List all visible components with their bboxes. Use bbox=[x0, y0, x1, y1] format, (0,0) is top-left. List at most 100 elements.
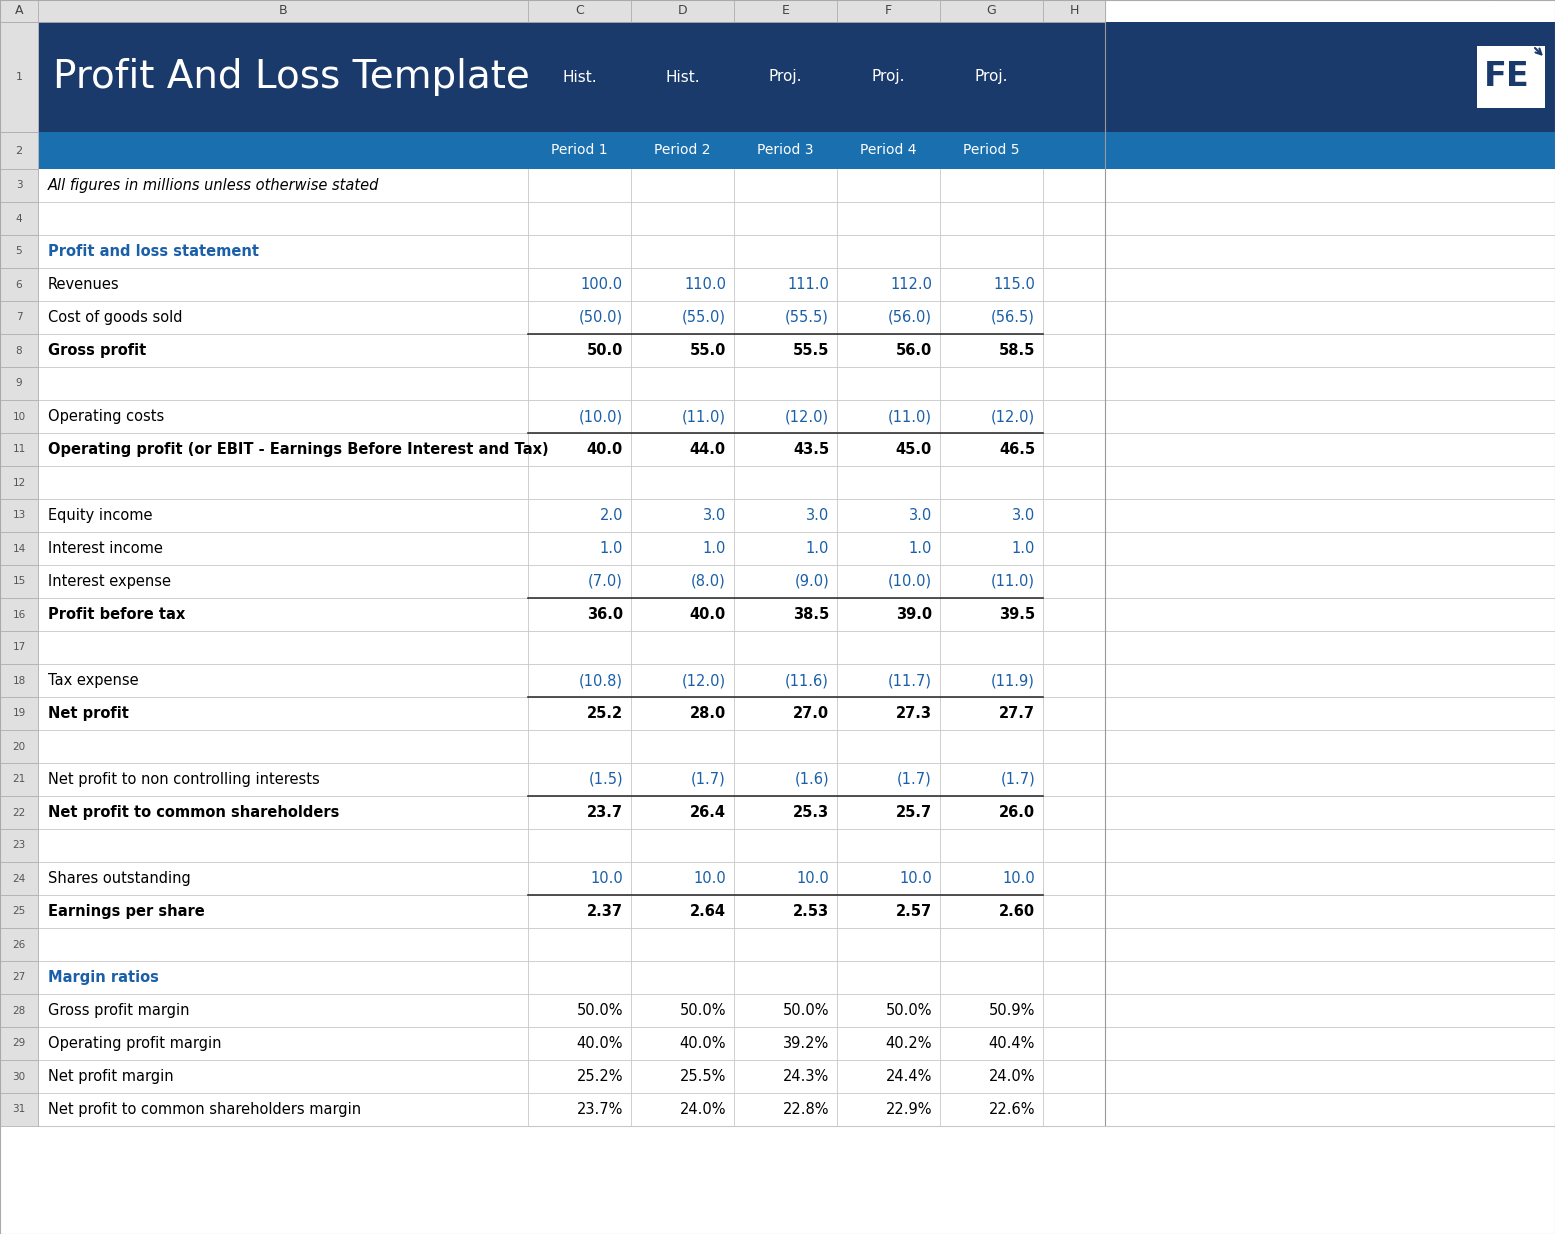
Bar bbox=[0, 22, 37, 132]
Bar bbox=[837, 0, 941, 22]
Text: (55.0): (55.0) bbox=[683, 310, 726, 325]
Text: FE: FE bbox=[1483, 60, 1530, 94]
Text: E: E bbox=[782, 5, 790, 17]
Bar bbox=[37, 301, 1555, 334]
Text: 15: 15 bbox=[12, 576, 25, 586]
Text: B: B bbox=[278, 5, 288, 17]
Bar bbox=[0, 895, 37, 928]
Text: 27.7: 27.7 bbox=[998, 706, 1036, 721]
Text: 40.4%: 40.4% bbox=[989, 1037, 1036, 1051]
Text: 25.2: 25.2 bbox=[586, 706, 624, 721]
Bar bbox=[37, 1093, 1555, 1125]
Text: Period 5: Period 5 bbox=[963, 143, 1020, 158]
Bar bbox=[734, 0, 837, 22]
Text: Operating profit (or EBIT - Earnings Before Interest and Tax): Operating profit (or EBIT - Earnings Bef… bbox=[48, 442, 549, 457]
Text: 39.2%: 39.2% bbox=[782, 1037, 829, 1051]
Text: (50.0): (50.0) bbox=[578, 310, 624, 325]
Bar bbox=[0, 565, 37, 598]
Bar bbox=[37, 796, 1555, 829]
Text: 27.0: 27.0 bbox=[793, 706, 829, 721]
Bar bbox=[0, 532, 37, 565]
Text: Interest expense: Interest expense bbox=[48, 574, 171, 589]
Bar bbox=[37, 268, 1555, 301]
Text: Proj.: Proj. bbox=[975, 69, 1008, 84]
Bar bbox=[37, 731, 1555, 763]
Text: 25: 25 bbox=[12, 907, 25, 917]
Text: 4: 4 bbox=[16, 213, 22, 223]
Text: 13: 13 bbox=[12, 511, 25, 521]
Text: 1.0: 1.0 bbox=[1012, 540, 1036, 557]
Text: Cost of goods sold: Cost of goods sold bbox=[48, 310, 182, 325]
Text: 24.4%: 24.4% bbox=[886, 1069, 931, 1083]
Text: 1.0: 1.0 bbox=[703, 540, 726, 557]
Text: Period 1: Period 1 bbox=[550, 143, 608, 158]
Text: Net profit margin: Net profit margin bbox=[48, 1069, 174, 1083]
Text: 50.0%: 50.0% bbox=[885, 1003, 931, 1018]
Text: 27.3: 27.3 bbox=[896, 706, 931, 721]
Text: 25.5%: 25.5% bbox=[680, 1069, 726, 1083]
Text: (56.0): (56.0) bbox=[888, 310, 931, 325]
Bar bbox=[37, 895, 1555, 928]
Text: Proj.: Proj. bbox=[872, 69, 905, 84]
Text: 100.0: 100.0 bbox=[582, 276, 624, 292]
Text: Hist.: Hist. bbox=[563, 69, 597, 84]
Text: 24: 24 bbox=[12, 874, 25, 884]
Text: Hist.: Hist. bbox=[666, 69, 700, 84]
Text: Net profit to common shareholders margin: Net profit to common shareholders margin bbox=[48, 1102, 361, 1117]
Text: Shares outstanding: Shares outstanding bbox=[48, 871, 191, 886]
Text: Net profit to non controlling interests: Net profit to non controlling interests bbox=[48, 772, 320, 787]
Text: (11.7): (11.7) bbox=[888, 673, 931, 689]
Text: 112.0: 112.0 bbox=[889, 276, 931, 292]
Text: (12.0): (12.0) bbox=[991, 408, 1036, 424]
Text: 20: 20 bbox=[12, 742, 25, 752]
Bar bbox=[37, 565, 1555, 598]
Text: Revenues: Revenues bbox=[48, 276, 120, 292]
Bar bbox=[37, 532, 1555, 565]
Text: 10.0: 10.0 bbox=[591, 871, 624, 886]
Bar bbox=[0, 697, 37, 731]
Text: 50.0%: 50.0% bbox=[680, 1003, 726, 1018]
Bar bbox=[0, 268, 37, 301]
Text: 25.3: 25.3 bbox=[793, 805, 829, 821]
Text: (10.8): (10.8) bbox=[578, 673, 624, 689]
Bar bbox=[0, 829, 37, 863]
Text: 14: 14 bbox=[12, 543, 25, 554]
Text: (7.0): (7.0) bbox=[588, 574, 624, 589]
Text: 50.0%: 50.0% bbox=[782, 1003, 829, 1018]
Bar bbox=[37, 433, 1555, 466]
Bar bbox=[0, 366, 37, 400]
Text: (56.5): (56.5) bbox=[991, 310, 1036, 325]
Text: Interest income: Interest income bbox=[48, 540, 163, 557]
Text: 55.5: 55.5 bbox=[793, 343, 829, 358]
Text: 22: 22 bbox=[12, 807, 25, 817]
Text: 3: 3 bbox=[16, 180, 22, 190]
Text: 5: 5 bbox=[16, 247, 22, 257]
Text: 40.0%: 40.0% bbox=[577, 1037, 624, 1051]
Bar bbox=[0, 334, 37, 366]
Text: 1.0: 1.0 bbox=[908, 540, 931, 557]
Text: 2.60: 2.60 bbox=[998, 905, 1036, 919]
Bar bbox=[37, 1027, 1555, 1060]
Bar bbox=[37, 499, 1555, 532]
Text: (10.0): (10.0) bbox=[888, 574, 931, 589]
Text: 26.4: 26.4 bbox=[690, 805, 726, 821]
Text: 10.0: 10.0 bbox=[899, 871, 931, 886]
Bar bbox=[37, 961, 1555, 995]
Bar bbox=[37, 928, 1555, 961]
Text: 50.0: 50.0 bbox=[586, 343, 624, 358]
Text: 10.0: 10.0 bbox=[694, 871, 726, 886]
Text: Operating profit margin: Operating profit margin bbox=[48, 1037, 221, 1051]
Bar bbox=[0, 598, 37, 631]
Bar bbox=[0, 499, 37, 532]
Bar bbox=[37, 697, 1555, 731]
Text: Period 3: Period 3 bbox=[757, 143, 813, 158]
Bar bbox=[0, 202, 37, 234]
Bar bbox=[0, 961, 37, 995]
Text: (10.0): (10.0) bbox=[578, 408, 624, 424]
Bar bbox=[37, 234, 1555, 268]
Text: 44.0: 44.0 bbox=[690, 442, 726, 457]
Bar bbox=[0, 763, 37, 796]
Bar bbox=[0, 400, 37, 433]
Bar bbox=[0, 796, 37, 829]
Text: Net profit to common shareholders: Net profit to common shareholders bbox=[48, 805, 339, 821]
